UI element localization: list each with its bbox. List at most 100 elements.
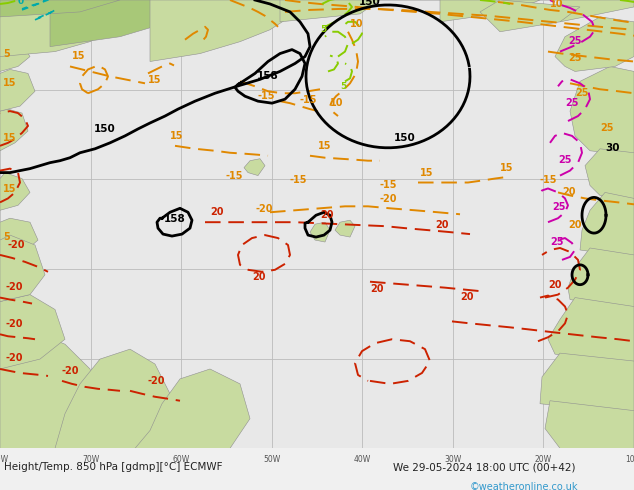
- Text: -15: -15: [380, 180, 398, 191]
- Text: 5: 5: [320, 24, 327, 34]
- Text: 25: 25: [558, 155, 571, 165]
- Text: 0: 0: [482, 0, 488, 2]
- Polygon shape: [545, 401, 634, 448]
- Text: 25: 25: [565, 98, 578, 108]
- Text: 15: 15: [72, 50, 86, 61]
- Polygon shape: [585, 149, 634, 202]
- Text: 0: 0: [253, 0, 260, 2]
- Text: 10: 10: [550, 0, 564, 9]
- Text: 25: 25: [600, 123, 614, 133]
- Text: 15: 15: [318, 141, 332, 151]
- Text: 60W: 60W: [172, 455, 190, 464]
- Text: 5: 5: [340, 82, 346, 91]
- Text: 15: 15: [170, 131, 183, 141]
- Polygon shape: [280, 0, 380, 22]
- Polygon shape: [135, 369, 250, 448]
- Text: -20: -20: [255, 204, 273, 214]
- Polygon shape: [335, 220, 355, 237]
- Polygon shape: [0, 109, 28, 151]
- Text: -20: -20: [5, 319, 22, 329]
- Text: 150: 150: [394, 133, 416, 143]
- Text: 5: 5: [3, 49, 10, 58]
- Text: 158: 158: [164, 214, 186, 224]
- Polygon shape: [440, 0, 540, 22]
- Text: ©weatheronline.co.uk: ©weatheronline.co.uk: [469, 482, 578, 490]
- Text: 25: 25: [550, 237, 564, 247]
- Polygon shape: [568, 248, 634, 310]
- Polygon shape: [0, 294, 65, 369]
- Text: 15: 15: [3, 184, 16, 195]
- Text: 40W: 40W: [354, 455, 371, 464]
- Text: -15: -15: [225, 171, 242, 180]
- Polygon shape: [560, 0, 634, 22]
- Text: 20: 20: [210, 207, 224, 217]
- Text: 158: 158: [257, 72, 279, 81]
- Polygon shape: [540, 353, 634, 414]
- Polygon shape: [0, 218, 38, 260]
- Text: 10: 10: [350, 19, 363, 29]
- Text: 10: 10: [330, 98, 344, 108]
- Text: 150: 150: [359, 0, 381, 7]
- Text: We 29-05-2024 18:00 UTC (00+42): We 29-05-2024 18:00 UTC (00+42): [393, 462, 576, 472]
- Text: 25: 25: [575, 88, 588, 98]
- Text: 0: 0: [618, 0, 624, 2]
- Text: 25: 25: [568, 36, 581, 46]
- Text: 20: 20: [562, 187, 576, 197]
- Polygon shape: [55, 349, 170, 448]
- Text: -20: -20: [5, 282, 22, 292]
- Polygon shape: [555, 17, 634, 72]
- Text: 30: 30: [605, 143, 619, 153]
- Polygon shape: [150, 0, 330, 62]
- Polygon shape: [0, 0, 40, 37]
- Text: 20: 20: [252, 272, 266, 282]
- Polygon shape: [580, 193, 634, 258]
- Polygon shape: [310, 222, 330, 242]
- Text: 150: 150: [94, 124, 116, 134]
- Polygon shape: [0, 0, 120, 17]
- Text: 20: 20: [548, 280, 562, 290]
- Text: Height/Temp. 850 hPa [gdmp][°C] ECMWF: Height/Temp. 850 hPa [gdmp][°C] ECMWF: [4, 462, 223, 472]
- Text: 10: 10: [510, 0, 524, 2]
- Text: 10W: 10W: [625, 455, 634, 464]
- Polygon shape: [0, 37, 30, 72]
- Polygon shape: [244, 159, 265, 175]
- Polygon shape: [50, 0, 220, 47]
- Text: 50W: 50W: [263, 455, 280, 464]
- Text: 0: 0: [18, 0, 24, 6]
- Text: 20: 20: [435, 220, 448, 230]
- Text: 25: 25: [552, 202, 566, 212]
- Text: -20: -20: [62, 366, 79, 376]
- Text: 15: 15: [3, 78, 16, 88]
- Text: 80W: 80W: [0, 455, 9, 464]
- Text: -15: -15: [257, 91, 275, 101]
- Text: 20: 20: [460, 292, 474, 301]
- Polygon shape: [0, 0, 160, 56]
- Text: 20: 20: [370, 284, 384, 294]
- Text: 20: 20: [320, 210, 333, 220]
- Polygon shape: [0, 70, 35, 111]
- Text: -20: -20: [380, 195, 398, 204]
- Polygon shape: [480, 0, 580, 32]
- Polygon shape: [570, 67, 634, 156]
- Text: 20: 20: [568, 220, 581, 230]
- Text: 0: 0: [3, 0, 9, 2]
- Text: 30W: 30W: [444, 455, 462, 464]
- Polygon shape: [0, 262, 35, 299]
- Text: -20: -20: [5, 353, 22, 363]
- Text: -20: -20: [148, 376, 165, 386]
- Text: 5: 5: [3, 232, 10, 242]
- Text: -15: -15: [290, 174, 307, 185]
- Text: -15: -15: [540, 174, 557, 185]
- Polygon shape: [0, 235, 45, 301]
- Text: 15: 15: [3, 133, 16, 143]
- Polygon shape: [0, 334, 100, 448]
- Text: 70W: 70W: [82, 455, 99, 464]
- Polygon shape: [0, 172, 30, 210]
- Polygon shape: [548, 297, 634, 364]
- Text: 15: 15: [500, 163, 514, 172]
- Text: -20: -20: [8, 240, 25, 250]
- Text: -15: -15: [300, 95, 318, 105]
- Text: 25: 25: [568, 53, 581, 64]
- Text: 15: 15: [420, 168, 434, 177]
- Text: 15: 15: [148, 75, 162, 85]
